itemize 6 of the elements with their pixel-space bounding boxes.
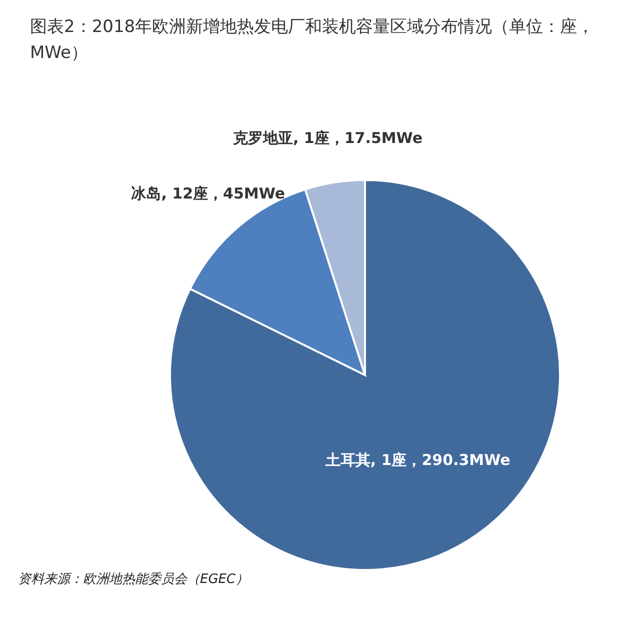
slice-label: 克罗地亚, 1座，17.5MWe [232,128,422,147]
pie-slice [169,179,561,571]
slice-label: 冰岛, 12座，45MWe [131,184,286,202]
chart-title: 图表2：2018年欧洲新增地热发电厂和装机容量区域分布情况（单位：座，MWe） [30,16,596,65]
slice-label: 土耳其, 1座，290.3MWe [324,450,510,469]
text: 资料来源：欧洲地热能委员会（EGEC） [18,571,249,588]
